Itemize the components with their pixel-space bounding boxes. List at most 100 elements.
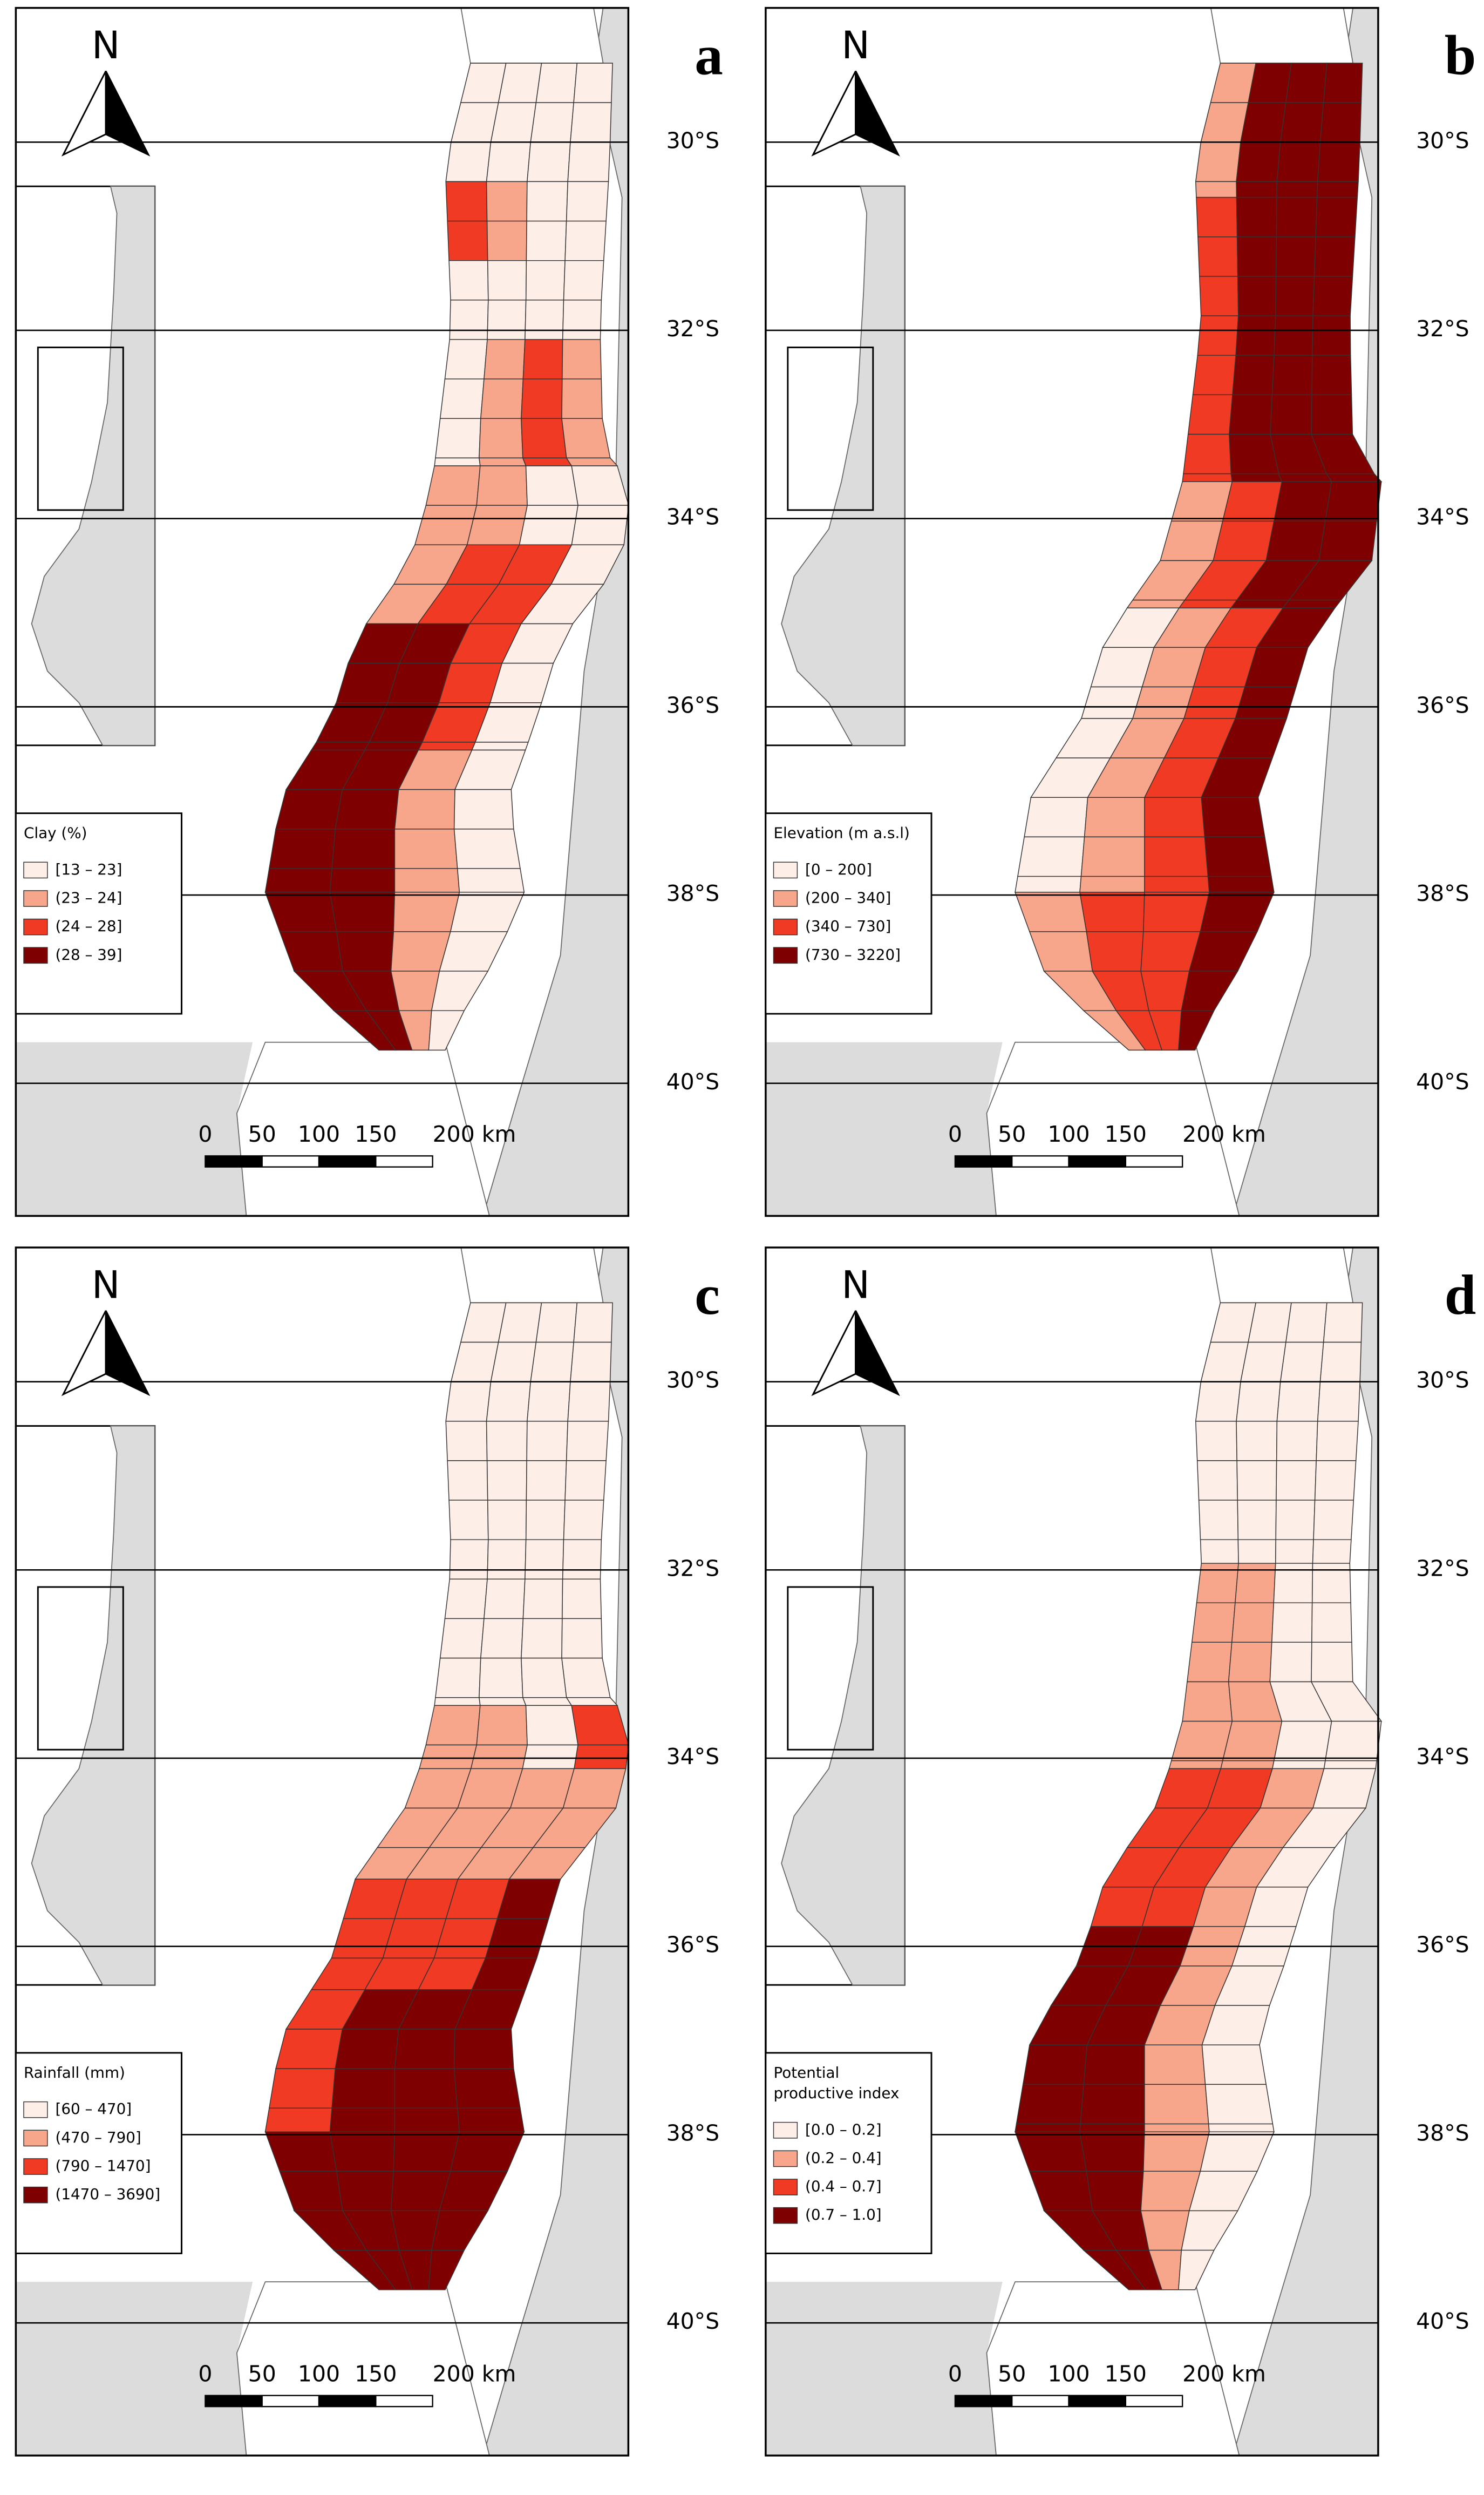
region	[1232, 355, 1275, 396]
scale-label: 200 km	[1182, 1121, 1266, 1147]
region	[1236, 1421, 1278, 1461]
region	[535, 63, 578, 103]
legend-swatch	[773, 2121, 798, 2139]
region	[1271, 1602, 1313, 1643]
region	[364, 742, 423, 751]
legend-label: (200 – 340]	[805, 889, 891, 907]
legend-swatch	[773, 890, 798, 907]
latitude-label: 34°S	[666, 1744, 720, 1769]
region	[1195, 181, 1237, 198]
region	[1275, 236, 1316, 277]
legend-swatch	[773, 918, 798, 935]
region	[574, 1744, 629, 1769]
region	[522, 1744, 578, 1769]
latitude-label: 34°S	[666, 504, 720, 530]
region	[567, 141, 611, 182]
region	[1168, 1760, 1223, 1769]
latitude-label: 40°S	[1416, 1069, 1469, 1095]
region	[453, 829, 521, 869]
inset-land	[31, 186, 155, 746]
scale-label: 200 km	[433, 2361, 516, 2386]
region	[479, 418, 523, 459]
region	[1271, 355, 1313, 396]
region	[564, 220, 607, 261]
region	[530, 1341, 574, 1382]
region	[1279, 1341, 1324, 1382]
region	[1198, 1500, 1239, 1540]
region	[566, 457, 618, 466]
region	[1144, 836, 1209, 877]
legend-label: (0.7 – 1.0]	[805, 2206, 882, 2223]
scale-label: 150	[355, 2361, 397, 2386]
region	[562, 1578, 602, 1619]
legend-label: [0 – 200]	[805, 860, 872, 878]
region	[1079, 892, 1145, 932]
region	[393, 2131, 460, 2172]
scale-segment	[375, 2395, 433, 2408]
region	[526, 181, 568, 222]
region	[1311, 1642, 1353, 1683]
region	[453, 2029, 514, 2069]
scale-segment	[261, 1155, 320, 1168]
panel-letter: c	[695, 1263, 720, 1326]
region	[486, 1421, 528, 1461]
region	[561, 1618, 603, 1659]
region	[1086, 2171, 1144, 2212]
region	[444, 1578, 488, 1619]
legend-title: productive index	[774, 2084, 900, 2102]
region	[480, 378, 524, 419]
scale-segment	[1068, 2395, 1127, 2408]
region	[1192, 355, 1236, 396]
scale-label: 0	[948, 1121, 962, 1147]
region	[1276, 1381, 1321, 1422]
region	[439, 1618, 485, 1659]
region	[1236, 196, 1277, 238]
map-panel: 30°S 32°S 34°S 36°S 38°S 40°S N d Potential produ…	[765, 1246, 1476, 2457]
region	[1313, 236, 1356, 277]
legend-swatch	[23, 947, 48, 964]
inset-extent	[37, 1586, 124, 1751]
region	[425, 465, 481, 506]
region	[1144, 797, 1206, 838]
region	[522, 1578, 563, 1619]
scale-label: 0	[948, 2361, 962, 2386]
region	[466, 505, 528, 545]
scale-segment	[954, 2395, 1013, 2408]
region	[445, 141, 492, 182]
region	[329, 2131, 396, 2172]
region	[1312, 315, 1351, 356]
panel-border	[15, 1246, 630, 2457]
region	[1178, 2249, 1215, 2290]
latitude-label: 32°S	[666, 316, 720, 342]
region	[1236, 1460, 1277, 1501]
inset-land	[781, 1425, 906, 1986]
region	[336, 931, 394, 972]
legend-label: (0.2 – 0.4]	[805, 2149, 882, 2167]
region	[562, 339, 602, 379]
region	[480, 1618, 524, 1659]
legend-label: (730 – 3220]	[805, 946, 901, 964]
scale-segment	[1011, 1155, 1070, 1168]
region	[394, 829, 458, 869]
region	[486, 181, 528, 222]
legend-label: [0.0 – 0.2]	[805, 2120, 882, 2138]
region	[1182, 1681, 1233, 1722]
region	[1235, 315, 1276, 356]
panel-border	[765, 6, 1379, 1217]
region	[1273, 481, 1332, 522]
north-arrow-right	[105, 70, 151, 157]
region	[567, 1381, 611, 1422]
region	[522, 339, 563, 379]
region	[1275, 276, 1315, 316]
scale-label: 50	[998, 1121, 1026, 1147]
legend-swatch	[23, 2186, 48, 2204]
sea	[765, 2282, 1003, 2456]
region	[487, 1539, 527, 1580]
legend-swatch	[23, 890, 48, 907]
scale-label: 0	[198, 2361, 212, 2386]
region	[1144, 2044, 1206, 2085]
region	[476, 465, 528, 506]
region	[445, 181, 488, 222]
region	[1222, 481, 1283, 522]
